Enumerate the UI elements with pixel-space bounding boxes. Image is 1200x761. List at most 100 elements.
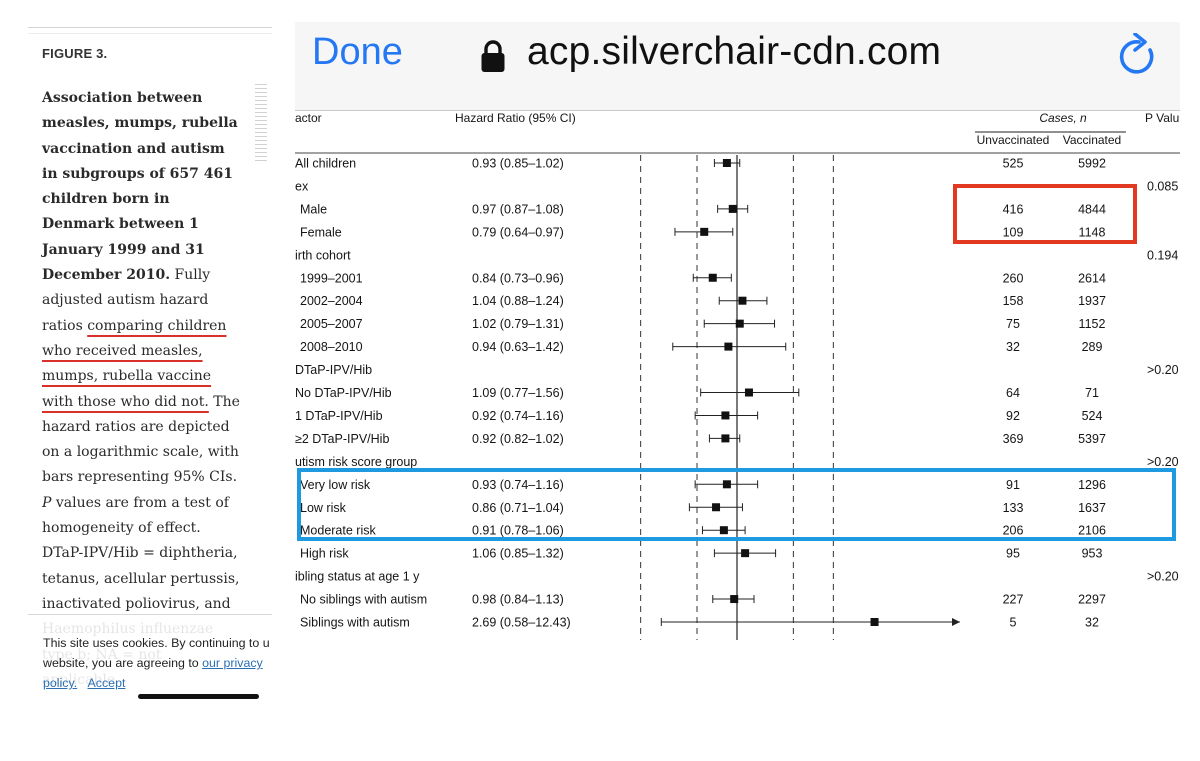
data-row: Very low risk 0.93 (0.74–1.16) 91 1296	[300, 478, 1106, 492]
point-estimate	[722, 480, 731, 489]
hazard-ratio-text: 0.79 (0.64–0.97)	[472, 225, 564, 239]
data-row: ≥2 DTaP-IPV/Hib 0.92 (0.82–1.02) 369 5397	[295, 432, 1106, 446]
row-label: Male	[300, 202, 327, 216]
row-label: Very low risk	[300, 478, 371, 492]
hazard-ratio-text: 0.84 (0.73–0.96)	[472, 271, 564, 285]
point-estimate	[721, 411, 730, 420]
vaccinated-cases: 1296	[1078, 478, 1106, 492]
row-label: Low risk	[300, 501, 347, 515]
row-label: 2005–2007	[300, 317, 363, 331]
group-row: utism risk score group >0.20	[295, 455, 1179, 469]
row-label: DTaP-IPV/Hib	[295, 363, 372, 377]
data-row: Siblings with autism 2.69 (0.58–12.43) 5 32	[300, 616, 1099, 630]
divider	[28, 33, 272, 34]
forest-plot: actor Hazard Ratio (95% CI) Cases, n Unv…	[295, 111, 1180, 640]
hazard-ratio-text: 0.91 (0.78–1.06)	[472, 524, 564, 538]
divider	[28, 614, 272, 615]
unvaccinated-cases: 227	[1003, 593, 1024, 607]
p-value: >0.20	[1147, 455, 1179, 469]
vaccinated-cases: 5992	[1078, 157, 1106, 171]
row-label: ≥2 DTaP-IPV/Hib	[295, 432, 389, 446]
point-estimate	[738, 296, 747, 305]
dtap-highlight-box	[297, 468, 1176, 541]
cases-highlight-box	[953, 184, 1137, 244]
reference-lines	[640, 155, 834, 640]
vaccinated-cases: 32	[1085, 616, 1099, 630]
hazard-ratio-text: 1.06 (0.85–1.32)	[472, 547, 564, 561]
row-label: utism risk score group	[295, 455, 417, 469]
caption-text: Fully adjusted autism hazard ratios	[42, 267, 211, 334]
data-row: 2005–2007 1.02 (0.79–1.31) 75 1152	[300, 317, 1105, 331]
data-row: No DTaP-IPV/Hib 1.09 (0.77–1.56) 64 71	[295, 386, 1099, 400]
point-estimate	[730, 595, 739, 604]
reload-icon[interactable]	[1119, 33, 1159, 77]
vaccinated-cases: 1152	[1079, 317, 1106, 331]
unvaccinated-cases: 369	[1003, 432, 1024, 446]
point-estimate	[708, 273, 717, 282]
cookie-text: This site uses cookies. By continuing to…	[43, 636, 270, 650]
row-label: 1999–2001	[300, 271, 363, 285]
row-label: 2008–2010	[300, 340, 363, 354]
group-row: irth cohort 0.194	[295, 248, 1178, 262]
row-label: 1 DTaP-IPV/Hib	[295, 409, 383, 423]
figure-thumbnail[interactable]	[255, 84, 267, 162]
privacy-policy-link[interactable]: policy.	[43, 676, 78, 690]
vaccinated-cases: 71	[1085, 386, 1099, 400]
vaccinated-cases: 524	[1082, 409, 1103, 423]
hazard-ratio-text: 1.09 (0.77–1.56)	[472, 386, 564, 400]
p-value: >0.20	[1147, 363, 1179, 377]
data-row: Moderate risk 0.91 (0.78–1.06) 206 2106	[300, 524, 1106, 538]
hazard-ratio-text: 0.93 (0.85–1.02)	[472, 157, 564, 171]
caption-text: The hazard ratios are depicted on a loga…	[42, 393, 240, 486]
row-label: Female	[300, 225, 342, 239]
row-label: High risk	[300, 547, 349, 561]
browser-toolbar: Done acp.silverchair-cdn.com	[295, 22, 1180, 110]
point-estimate	[712, 503, 721, 512]
column-header-unvaccinated: Unvaccinated	[977, 133, 1050, 147]
done-button[interactable]: Done	[312, 31, 403, 73]
unvaccinated-cases: 525	[1003, 157, 1024, 171]
p-value: 0.085	[1147, 179, 1178, 193]
p-value: >0.20	[1147, 570, 1179, 584]
point-estimate	[728, 204, 737, 213]
group-row: ibling status at age 1 y >0.20	[295, 570, 1179, 584]
point-estimate	[744, 388, 753, 397]
accept-cookies-link[interactable]: Accept	[87, 676, 126, 690]
row-label: ibling status at age 1 y	[295, 570, 420, 584]
row-label: No DTaP-IPV/Hib	[295, 386, 392, 400]
row-label: 2002–2004	[300, 294, 363, 308]
hazard-ratio-text: 0.92 (0.82–1.02)	[472, 432, 564, 446]
hazard-ratio-text: 0.97 (0.87–1.08)	[472, 202, 564, 216]
unvaccinated-cases: 95	[1006, 547, 1020, 561]
row-label: All children	[295, 157, 356, 171]
hazard-ratio-text: 0.98 (0.84–1.13)	[472, 593, 564, 607]
column-header-cases: Cases, n	[1039, 111, 1087, 125]
privacy-policy-link[interactable]: our privacy	[202, 656, 263, 670]
group-row: DTaP-IPV/Hib >0.20	[295, 363, 1179, 377]
home-indicator[interactable]	[138, 694, 259, 699]
vaccinated-cases: 5397	[1078, 432, 1106, 446]
forest-rows: All children 0.93 (0.85–1.02) 525 5992 ex 0.0…	[295, 157, 1179, 630]
hazard-ratio-text: 0.92 (0.74–1.16)	[472, 409, 564, 423]
row-label: Moderate risk	[300, 524, 376, 538]
group-row: ex 0.085	[295, 179, 1178, 193]
vaccinated-cases: 2106	[1078, 524, 1106, 538]
point-estimate	[721, 434, 730, 443]
column-headers: actor Hazard Ratio (95% CI) Cases, n Unv…	[295, 111, 1180, 154]
divider	[28, 27, 272, 28]
hazard-ratio-text: 1.04 (0.88–1.24)	[472, 294, 564, 308]
unvaccinated-cases: 92	[1006, 409, 1020, 423]
unvaccinated-cases: 133	[1003, 501, 1024, 515]
cookie-text: website, you are agreeing to	[43, 656, 203, 670]
vaccinated-cases: 1148	[1079, 225, 1106, 239]
figure-caption: Association between measles, mumps, rube…	[42, 86, 242, 693]
caption-title: Association between measles, mumps, rube…	[42, 90, 238, 284]
data-row: Low risk 0.86 (0.71–1.04) 133 1637	[300, 501, 1106, 515]
vaccinated-cases: 953	[1082, 547, 1103, 561]
vaccinated-cases: 2614	[1078, 271, 1106, 285]
data-row: Male 0.97 (0.87–1.08) 416 4844	[300, 202, 1106, 216]
data-row: No siblings with autism 0.98 (0.84–1.13) 2…	[300, 593, 1106, 607]
address-bar-url[interactable]: acp.silverchair-cdn.com	[527, 30, 942, 73]
vaccinated-cases: 4844	[1078, 202, 1106, 216]
column-header-factor: actor	[295, 111, 322, 125]
